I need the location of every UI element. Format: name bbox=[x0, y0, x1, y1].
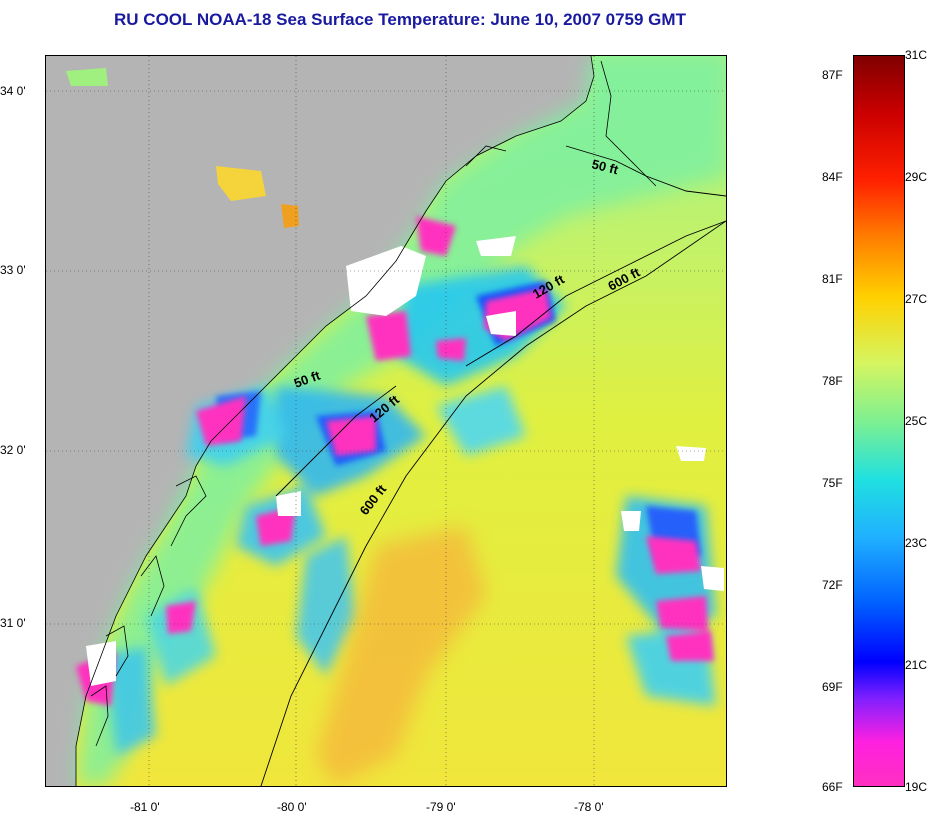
colorbar-celsius-label: 25C bbox=[905, 414, 928, 428]
cold-patch-7 bbox=[166, 601, 196, 634]
colorbar-celsius-label: 29C bbox=[905, 170, 928, 184]
colorbar-fahrenheit-label: 78F bbox=[822, 374, 843, 388]
cloud-4 bbox=[276, 491, 301, 516]
colorbar-celsius-label: 21C bbox=[905, 658, 928, 672]
cold-patch-2 bbox=[366, 311, 411, 361]
colorbar-celsius-label: 23C bbox=[905, 536, 928, 550]
cloud-8 bbox=[676, 446, 706, 461]
colorbar-fahrenheit-label: 72F bbox=[822, 578, 843, 592]
sst-map: 50 ft 50 ft 120 ft 120 ft 600 ft 600 ft bbox=[45, 55, 727, 787]
lon-label: -80 0' bbox=[277, 800, 307, 814]
lat-label: 34 0' bbox=[0, 84, 26, 98]
map-title: RU COOL NOAA-18 Sea Surface Temperature:… bbox=[114, 10, 686, 29]
cold-patch-9 bbox=[656, 596, 708, 631]
cloud-2 bbox=[476, 236, 516, 256]
isobath-120ft-south bbox=[275, 385, 397, 497]
colorbar-fahrenheit-label: 66F bbox=[822, 780, 843, 794]
land-mass bbox=[46, 56, 594, 786]
isobath-120ft bbox=[465, 220, 726, 367]
colorbar-celsius-label: 27C bbox=[905, 292, 928, 306]
cold-patch-10 bbox=[666, 631, 714, 661]
cloud-6 bbox=[621, 511, 641, 531]
colorbar-fahrenheit-label: 69F bbox=[822, 680, 843, 694]
lat-label: 32 0' bbox=[0, 443, 26, 457]
cold-patch-4 bbox=[326, 416, 376, 456]
lon-label: -79 0' bbox=[426, 800, 456, 814]
sst-map-canvas: 50 ft 50 ft 120 ft 120 ft 600 ft 600 ft bbox=[46, 56, 726, 786]
colorbar bbox=[853, 55, 905, 787]
cloud-5 bbox=[86, 641, 116, 686]
cold-patch-5 bbox=[196, 396, 246, 446]
colorbar-fahrenheit-label: 81F bbox=[822, 272, 843, 286]
isobath-50ft bbox=[565, 145, 726, 197]
lon-label: -81 0' bbox=[130, 800, 160, 814]
colorbar-celsius-label: 19C bbox=[905, 780, 928, 794]
cloud-1 bbox=[346, 246, 426, 316]
cold-patch-8 bbox=[646, 536, 701, 574]
cloud-7 bbox=[701, 566, 724, 591]
isobath-label-50a: 50 ft bbox=[590, 156, 620, 177]
lat-label: 33 0' bbox=[0, 263, 26, 277]
cloud-3 bbox=[486, 311, 516, 336]
isobath-600ft bbox=[260, 220, 726, 786]
cold-patch-3 bbox=[416, 216, 456, 256]
cold-patch-12 bbox=[436, 338, 466, 361]
colorbar-fahrenheit-label: 87F bbox=[822, 68, 843, 82]
lat-label: 31 0' bbox=[0, 616, 26, 630]
colorbar-fahrenheit-label: 84F bbox=[822, 170, 843, 184]
lon-label: -78 0' bbox=[574, 800, 604, 814]
colorbar-fahrenheit-label: 75F bbox=[822, 476, 843, 490]
colorbar-celsius-label: 31C bbox=[905, 48, 928, 62]
